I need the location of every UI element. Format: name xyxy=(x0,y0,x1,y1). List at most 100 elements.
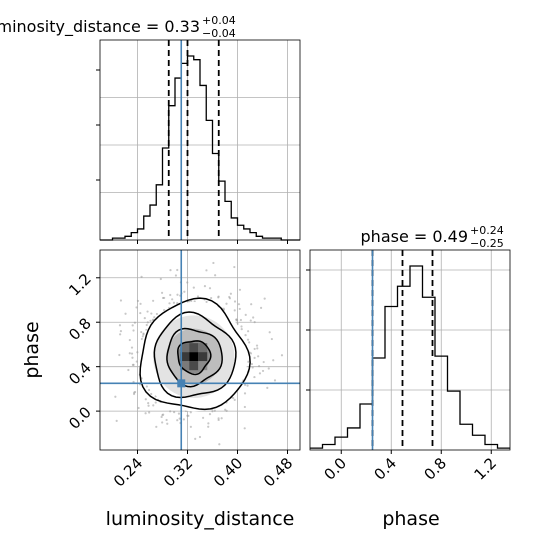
sample-point xyxy=(203,285,207,288)
sample-point xyxy=(263,297,266,300)
sample-point xyxy=(246,384,249,387)
sample-point xyxy=(243,405,246,409)
sample-point xyxy=(140,275,143,278)
sample-point xyxy=(253,375,256,379)
density-cell xyxy=(189,352,199,362)
sample-point xyxy=(233,309,236,312)
phase-histogram-panel: 0.0 0.4 0.8 1.2 xyxy=(306,249,511,484)
y-tick-label: 0.4 xyxy=(65,359,95,389)
sample-point xyxy=(224,408,227,411)
sample-point xyxy=(217,295,220,298)
sample-point xyxy=(211,410,214,413)
joint-density-panel: 0.24 0.32 0.40 0.48 0.0 0.4 0.8 1.2 xyxy=(65,249,301,490)
sample-point xyxy=(182,418,186,421)
x-tick-label: 0.24 xyxy=(110,454,146,490)
density-cell xyxy=(189,361,199,371)
sample-point xyxy=(253,320,256,324)
phase-title-minus: −0.25 xyxy=(470,237,504,250)
sample-point xyxy=(144,398,147,401)
sample-point xyxy=(178,417,181,420)
sample-point xyxy=(169,293,172,297)
sample-point xyxy=(139,311,142,315)
x-tick-label: 0.40 xyxy=(210,454,246,490)
sample-point xyxy=(130,346,134,349)
sample-point xyxy=(128,352,131,355)
luminosity-distance-histogram-panel xyxy=(96,39,301,244)
sample-point xyxy=(143,317,146,320)
sample-point xyxy=(141,335,144,338)
sample-point xyxy=(238,288,242,291)
y-tick-label: 0.0 xyxy=(65,403,95,433)
sample-point xyxy=(210,296,213,300)
x-tick-label: 0.48 xyxy=(260,454,296,490)
sample-point xyxy=(192,286,195,289)
sample-point xyxy=(218,443,221,446)
sample-point xyxy=(163,296,166,300)
sample-point xyxy=(238,307,241,311)
sample-point xyxy=(189,411,192,414)
sample-point xyxy=(142,332,145,335)
sample-point xyxy=(240,328,243,331)
sample-point xyxy=(144,412,147,415)
sample-point xyxy=(217,417,220,420)
sample-point xyxy=(239,318,243,322)
sample-point xyxy=(155,425,158,428)
density-contour xyxy=(166,327,223,388)
sample-point xyxy=(255,344,259,347)
sample-point xyxy=(232,396,235,400)
sample-point xyxy=(166,422,169,425)
sample-point xyxy=(235,318,238,321)
sample-point xyxy=(137,406,140,410)
density-cell xyxy=(180,361,190,371)
sample-point xyxy=(136,299,140,303)
sample-point xyxy=(118,353,121,357)
sample-point xyxy=(147,388,151,392)
sample-point xyxy=(190,299,193,302)
sample-point xyxy=(165,418,168,422)
sample-point xyxy=(146,310,149,313)
sample-point xyxy=(130,352,134,355)
sample-point xyxy=(146,321,149,324)
sample-point xyxy=(131,356,134,359)
x-tick-label: 0.32 xyxy=(160,454,196,490)
sample-point xyxy=(127,368,130,372)
sample-point xyxy=(246,338,250,341)
sample-point xyxy=(161,413,164,417)
sample-point xyxy=(247,330,250,333)
sample-point xyxy=(194,437,197,440)
sample-point xyxy=(172,301,176,304)
sample-point xyxy=(270,337,273,341)
x-tick-label: 0.4 xyxy=(370,454,400,484)
sample-point xyxy=(155,312,159,316)
sample-point xyxy=(240,325,243,328)
sample-point xyxy=(154,401,157,404)
phase-title: phase = 0.49 xyxy=(361,227,468,246)
sample-point xyxy=(259,306,263,309)
x-tick-label: 0.0 xyxy=(320,454,350,484)
sample-point xyxy=(189,425,192,428)
panel-frame xyxy=(99,249,301,451)
sample-point xyxy=(247,360,250,363)
sample-point xyxy=(131,363,134,366)
sample-point xyxy=(169,410,172,413)
phase-title-plus: +0.24 xyxy=(470,224,504,237)
sample-point xyxy=(249,319,252,322)
sample-point xyxy=(118,324,122,327)
sample-point xyxy=(140,330,143,334)
sample-point xyxy=(133,321,137,324)
density-contour xyxy=(177,340,212,376)
sample-point xyxy=(133,391,136,394)
sample-point xyxy=(145,323,148,327)
sample-point xyxy=(114,395,117,398)
sample-point xyxy=(212,261,215,265)
density-contour xyxy=(139,297,251,411)
sample-point xyxy=(152,404,155,407)
sample-point xyxy=(237,303,241,306)
sample-point xyxy=(176,293,179,296)
sample-point xyxy=(208,287,212,290)
density-cell xyxy=(198,352,208,362)
sample-point xyxy=(233,300,237,303)
sample-point xyxy=(228,297,231,300)
sample-point xyxy=(250,303,253,306)
sample-point xyxy=(233,398,236,402)
